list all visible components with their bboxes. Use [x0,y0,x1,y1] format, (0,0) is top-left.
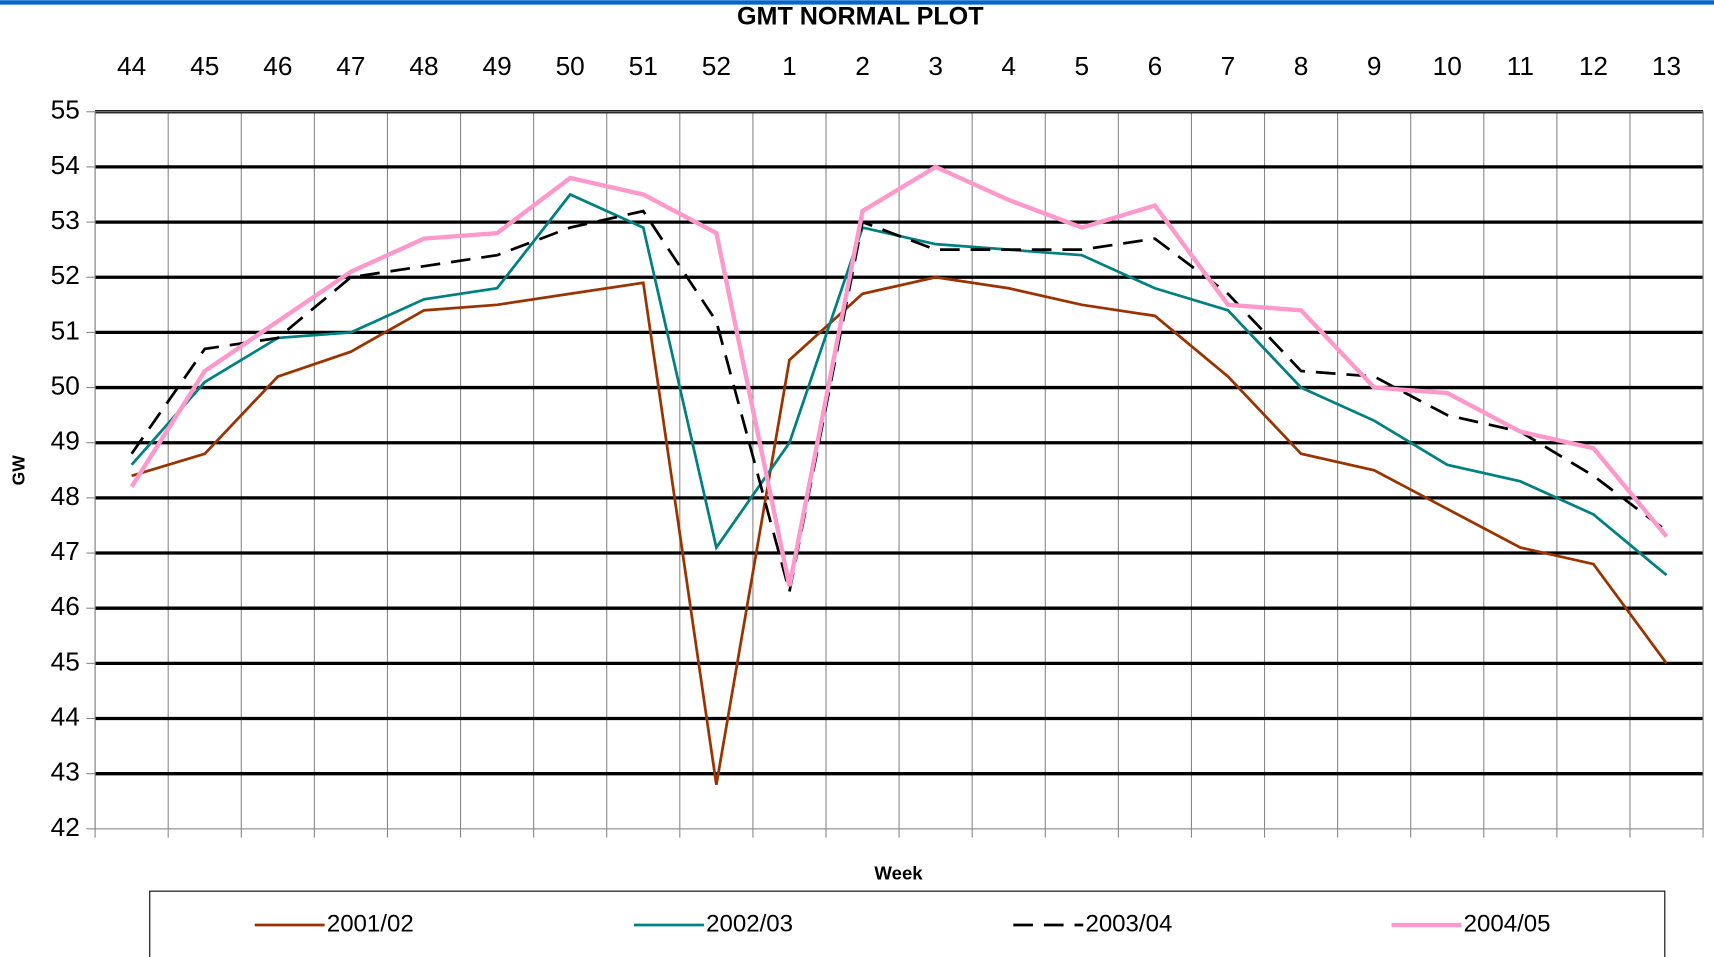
x-tick-label: 6 [1148,51,1163,81]
x-tick-label: 9 [1367,51,1382,81]
x-tick-label: 12 [1579,51,1608,81]
legend-label: 2004/05 [1464,910,1551,937]
x-tick-label: 1 [782,51,797,81]
x-tick-label: 2 [855,51,870,81]
x-tick-label: 45 [190,51,219,81]
y-tick-label: 54 [51,150,80,180]
x-tick-label: 48 [409,51,438,81]
x-tick-label: 49 [483,51,512,81]
x-tick-label: 50 [556,51,585,81]
x-tick-label: 8 [1294,51,1309,81]
x-tick-label: 4 [1001,51,1016,81]
x-tick-label: 44 [117,51,146,81]
x-tick-label: 7 [1221,51,1236,81]
y-tick-label: 52 [51,260,80,290]
y-tick-label: 49 [51,426,80,456]
y-tick-label: 44 [51,701,80,731]
y-tick-label: 47 [51,536,80,566]
x-tick-label: 47 [336,51,365,81]
x-tick-label: 13 [1652,51,1681,81]
x-tick-label: 5 [1075,51,1090,81]
x-tick-label: 46 [263,51,292,81]
y-tick-label: 46 [51,591,80,621]
series-line [129,164,1669,587]
legend-label: 2002/03 [706,910,793,937]
y-tick-label: 55 [51,95,80,125]
top-bar [0,0,1714,5]
y-tick-label: 51 [51,315,80,345]
legend-label: 2001/02 [327,910,414,937]
y-tick-label: 50 [51,370,80,400]
y-tick-label: 42 [51,812,80,842]
plot-frame [94,111,1704,830]
y-tick-label: 53 [51,205,80,235]
y-tick-label: 43 [51,757,80,787]
y-axis-label: GW [8,455,28,486]
x-tick-label: 52 [702,51,731,81]
y-tick-label: 48 [51,481,80,511]
series-line [131,275,1668,785]
x-tick-label: 3 [928,51,943,81]
legend-label: 2003/04 [1085,910,1172,937]
y-tick-label: 45 [51,646,80,676]
x-tick-label: 51 [629,51,658,81]
x-axis-label: Week [874,863,923,884]
x-tick-label: 10 [1433,51,1462,81]
chart-title: GMT NORMAL PLOT [737,2,984,30]
x-tick-label: 11 [1507,51,1534,81]
series-line [130,209,1668,593]
